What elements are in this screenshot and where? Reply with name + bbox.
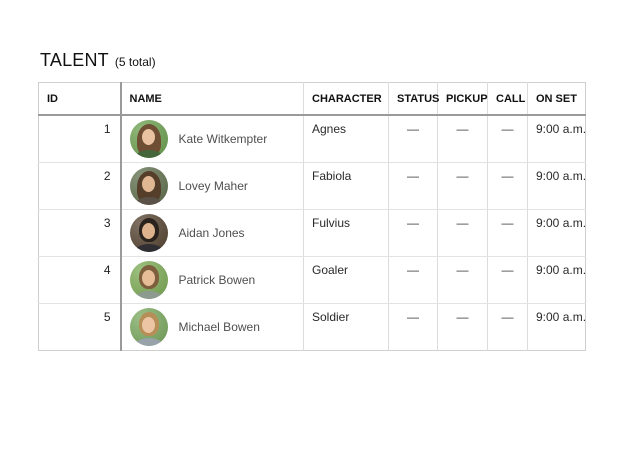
talent-pickup: — — [437, 303, 488, 351]
talent-page: TALENT (5 total) ID NAME CHARACTER STATU… — [38, 50, 587, 351]
talent-id: 1 — [38, 115, 122, 163]
column-header-status: STATUS — [388, 82, 439, 116]
talent-status: — — [388, 256, 438, 304]
talent-on-set: 9:00 a.m. — [527, 115, 586, 163]
talent-count-label: (5 total) — [114, 55, 156, 69]
avatar — [129, 167, 168, 205]
column-header-name: NAME — [120, 82, 304, 116]
talent-character: Soldier — [303, 303, 389, 351]
column-header-id: ID — [38, 82, 122, 116]
column-header-on-set: ON SET — [527, 82, 586, 116]
talent-id: 4 — [38, 256, 122, 304]
talent-pickup: — — [437, 256, 488, 304]
talent-id: 3 — [38, 209, 122, 257]
talent-character: Agnes — [303, 115, 389, 163]
talent-on-set: 9:00 a.m. — [527, 256, 586, 304]
talent-call: — — [487, 115, 528, 163]
talent-table: ID NAME CHARACTER STATUS PICKUP CALL ON … — [38, 82, 586, 351]
talent-name: Patrick Bowen — [178, 273, 256, 287]
talent-character: Goaler — [303, 256, 389, 304]
talent-table-header: ID NAME CHARACTER STATUS PICKUP CALL ON … — [38, 82, 586, 116]
talent-name: Lovey Maher — [178, 179, 248, 193]
table-row[interactable]: 2 Lovey Maher Fabiola — — — 9:00 a.m. — [38, 162, 586, 210]
talent-table-body: 1 Kate Witkempter Agnes — — — 9:00 a.m. … — [38, 115, 587, 351]
talent-on-set: 9:00 a.m. — [527, 209, 586, 257]
talent-name-cell: Kate Witkempter — [120, 115, 304, 163]
avatar — [129, 214, 168, 252]
talent-name-cell: Michael Bowen — [120, 303, 304, 351]
talent-status: — — [388, 209, 438, 257]
talent-status: — — [388, 303, 438, 351]
talent-character: Fulvius — [303, 209, 389, 257]
talent-name: Michael Bowen — [178, 320, 260, 334]
talent-on-set: 9:00 a.m. — [527, 162, 586, 210]
talent-name-cell: Patrick Bowen — [120, 256, 304, 304]
talent-on-set: 9:00 a.m. — [536, 310, 587, 324]
table-row[interactable]: 3 Aidan Jones Fulvius — — — 9:00 a.m. — [38, 209, 586, 257]
table-row[interactable]: 4 Patrick Bowen Goaler — — — 9:00 a.m. — [38, 256, 586, 304]
page-title-row: TALENT (5 total) — [40, 50, 587, 71]
talent-pickup: — — [437, 209, 488, 257]
talent-id: 2 — [38, 162, 122, 210]
talent-id: 5 — [38, 303, 122, 351]
talent-call: — — [487, 162, 528, 210]
avatar — [129, 261, 168, 299]
talent-status: — — [388, 115, 438, 163]
talent-call: — — [487, 303, 528, 351]
avatar — [129, 308, 168, 346]
talent-call: — — [487, 209, 528, 257]
column-header-character: CHARACTER — [303, 82, 389, 116]
column-header-call: CALL — [487, 82, 528, 116]
talent-pickup: — — [437, 115, 488, 163]
column-header-pickup: PICKUP — [437, 82, 488, 116]
avatar — [129, 120, 168, 158]
talent-name: Kate Witkempter — [178, 132, 268, 146]
talent-call: — — [487, 256, 528, 304]
talent-name-cell: Aidan Jones — [120, 209, 304, 257]
talent-character: Fabiola — [303, 162, 389, 210]
talent-pickup: — — [437, 162, 488, 210]
talent-name-cell: Lovey Maher — [120, 162, 304, 210]
page-title: TALENT — [40, 50, 109, 70]
table-row[interactable]: 5 Michael Bowen Soldier — — — 9:00 a.m. — [38, 303, 587, 351]
talent-status: — — [388, 162, 438, 210]
table-row[interactable]: 1 Kate Witkempter Agnes — — — 9:00 a.m. — [38, 115, 586, 163]
talent-name: Aidan Jones — [178, 226, 245, 240]
